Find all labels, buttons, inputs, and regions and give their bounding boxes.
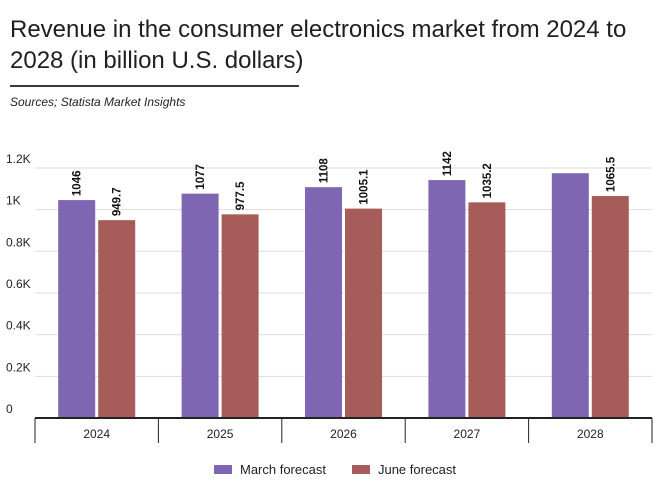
data-label: 1005.1	[359, 169, 371, 205]
y-tick-label: 1.2K	[6, 152, 31, 166]
data-label: 1035.2	[482, 163, 494, 198]
x-tick-label: 2027	[454, 427, 481, 441]
bar-march	[58, 200, 96, 418]
data-label: 1065.5	[605, 156, 617, 192]
data-label: 977.5	[235, 181, 247, 210]
y-tick-label: 0	[6, 402, 13, 416]
bar-march	[551, 173, 589, 418]
legend-item-june: June forecast	[351, 462, 457, 477]
bar-june	[591, 196, 629, 418]
x-tick-label: 2024	[83, 427, 110, 441]
legend-label-march: March forecast	[239, 462, 326, 477]
legend: March forecast June forecast	[0, 462, 670, 477]
y-tick-label: 0.6K	[6, 277, 31, 291]
title-underline	[10, 85, 299, 87]
x-tick-label: 2025	[207, 427, 234, 441]
legend-swatch-march	[213, 465, 232, 474]
data-label: 1142	[442, 151, 454, 176]
y-tick-label: 0.4K	[6, 319, 31, 333]
bar-june	[468, 202, 506, 418]
bar-chart: 0 0.2K 0.4K 0.6K 0.8K 1K 1.2K 1046 949.7 2024 1077…	[6, 151, 653, 443]
data-label: 1077	[195, 164, 207, 190]
y-tick-label: 0.8K	[6, 235, 31, 249]
legend-item-march: March forecast	[213, 462, 326, 477]
data-label: 1046	[72, 170, 84, 196]
y-tick-label: 1K	[6, 194, 21, 208]
bar-june	[98, 220, 136, 418]
bar-march	[181, 193, 219, 418]
data-label: 1108	[319, 158, 331, 184]
x-tick-label: 2028	[577, 427, 604, 441]
x-tick-label: 2026	[330, 427, 357, 441]
bar-june	[221, 214, 259, 418]
chart-title: Revenue in the consumer electronics mark…	[10, 16, 627, 74]
bar-march	[305, 187, 342, 418]
source-note: Sources; Statista Market Insights	[10, 95, 186, 109]
legend-label-june: June forecast	[377, 462, 457, 477]
y-tick-label: 0.2K	[6, 360, 31, 374]
data-label: 949.7	[112, 187, 124, 216]
bar-march	[428, 180, 466, 418]
bar-june	[345, 208, 382, 418]
legend-swatch-june	[351, 465, 370, 474]
